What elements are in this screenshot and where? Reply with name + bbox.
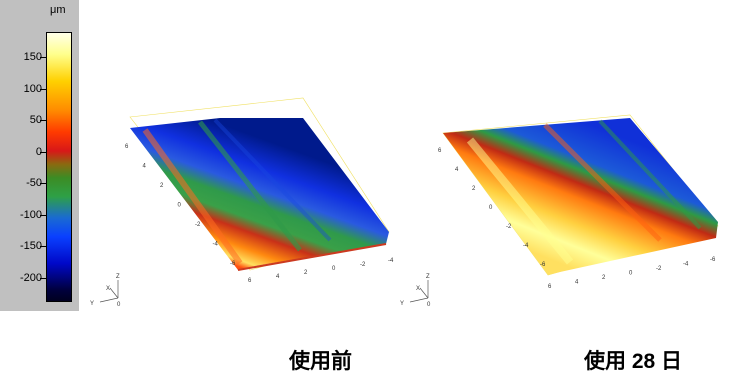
color-scale-tick-mark [40, 277, 46, 279]
color-scale-tick-label: 150 [23, 51, 42, 63]
surface-28-days-x-tick: -6 [710, 257, 716, 263]
triad-x-1: X [106, 286, 110, 292]
surface-28-days-y-tick: -6 [540, 262, 546, 268]
color-scale-tick-mark [40, 151, 46, 153]
surface-before-y-tick: -4 [213, 242, 219, 248]
surface-before-x-tick: -2 [360, 262, 366, 268]
surface-28-days-y-tick: 6 [438, 148, 442, 154]
color-scale-tick-label: 100 [23, 82, 42, 95]
color-scale-tick-mark [40, 214, 46, 216]
surface-before-y-tick: -2 [195, 222, 201, 228]
color-scale-ramp [46, 32, 72, 302]
surface-before-y-tick: 2 [160, 183, 164, 189]
triad-z-2: Z [426, 274, 430, 280]
color-scale-unit: μm [50, 4, 66, 16]
color-scale-tick-label: -200 [19, 271, 42, 284]
color-scale-tick-mark [40, 88, 46, 90]
surface-28-days-x-tick: 2 [602, 275, 606, 281]
triad-origin-2: 0 [427, 302, 431, 308]
surface-before-x-tick: 6 [248, 278, 252, 284]
surface-before-x-tick: 0 [332, 266, 336, 272]
color-scale-tick-mark [40, 120, 46, 121]
color-scale-tick-mark [40, 246, 46, 247]
color-scale-tick-label: -50 [26, 177, 42, 189]
surface-before-x-tick: -4 [388, 258, 394, 264]
surface-28-days-x-tick: 6 [548, 284, 552, 290]
surface-28-days-x-tick: 0 [629, 271, 633, 277]
color-scale-tick-mark [40, 57, 46, 58]
surface-before-y-tick: -6 [230, 261, 236, 267]
surface-28-days-y-tick: 0 [489, 205, 493, 211]
surface-before-x-tick: 4 [276, 274, 280, 280]
surface-before-x-tick: 2 [304, 270, 308, 276]
surface-before: 6 4 2 0 -2 -4 -6 6 4 2 0 -2 -4 [99, 97, 394, 303]
color-scale-tick-mark [40, 183, 46, 184]
caption-28-days: 使用 28 日 [584, 350, 683, 373]
surface-28-days-y-tick: -4 [523, 243, 529, 249]
surface-28-days-y-tick: 2 [472, 186, 476, 192]
surface-28-days-x-tick: 4 [575, 280, 579, 286]
triad-origin-1: 0 [117, 302, 121, 308]
surface-before-y-tick: 0 [178, 203, 182, 209]
triad-x-2: X [416, 286, 420, 292]
surface-before-y-tick: 4 [143, 164, 147, 170]
color-scale-tick-label: -150 [19, 240, 42, 252]
surface-28-days-y-tick: -2 [506, 224, 512, 230]
axis-triad-labels: Z X Y 0 Z X Y 0 [90, 274, 431, 308]
surface-before-y-tick: 6 [125, 144, 129, 150]
surface-28-days-y-tick: 4 [455, 167, 459, 173]
triad-y-1: Y [90, 301, 94, 307]
surface-28-days-x-tick: -2 [656, 266, 662, 272]
triad-y-2: Y [400, 301, 404, 307]
color-scale-tick-label: 50 [29, 114, 42, 126]
triad-z-1: Z [116, 274, 120, 280]
caption-before: 使用前 [289, 350, 352, 373]
surface-28-days-x-tick: -4 [683, 262, 689, 268]
surface-28-days: 6 4 2 0 -2 -4 -6 6 4 2 0 -2 -4 -6 [409, 114, 719, 303]
color-scale-tick-label: -100 [19, 208, 42, 221]
color-scale-panel: μm 150 100 50 0 -50 -100 -150 -200 [0, 0, 79, 311]
color-scale-tick-label: 0 [35, 145, 42, 158]
